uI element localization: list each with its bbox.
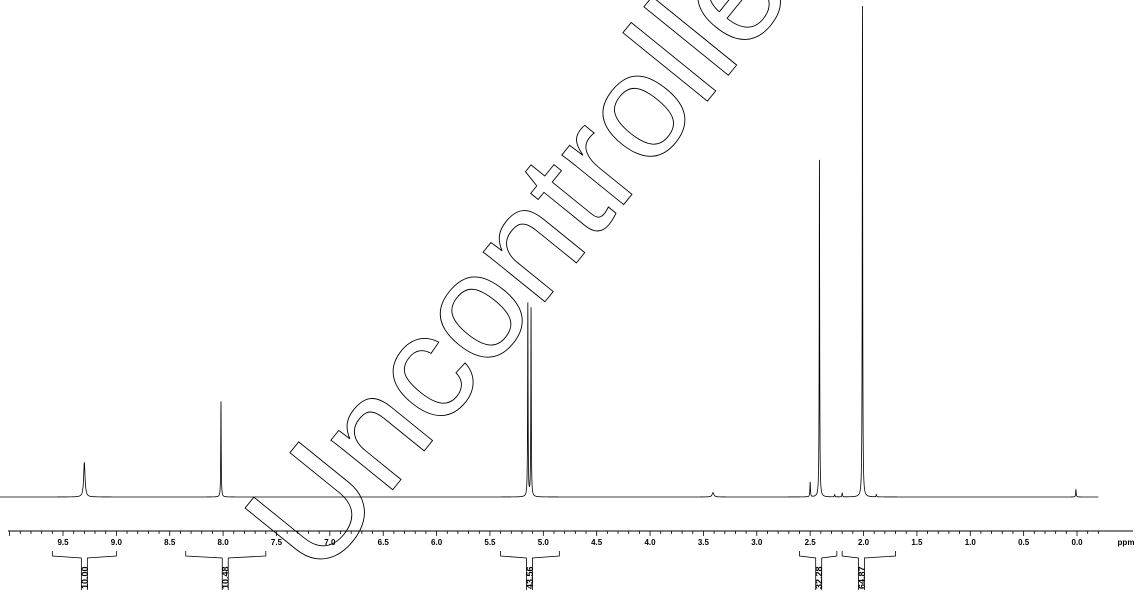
tick-label: 0.5 xyxy=(1018,538,1030,547)
integral-value-label: 64.87 xyxy=(857,566,867,589)
tick-label: 5.0 xyxy=(538,538,550,547)
x-axis-unit-label: ppm xyxy=(1118,538,1135,547)
tick-label: 6.5 xyxy=(378,538,390,547)
tick-label: 0.0 xyxy=(1071,538,1083,547)
integral-bracket xyxy=(841,551,896,590)
tick-label: 7.0 xyxy=(324,538,336,547)
tick-label: 7.5 xyxy=(271,538,283,547)
integral-value-label: 10.48 xyxy=(221,566,231,589)
tick-label: 8.5 xyxy=(164,538,176,547)
integral-bracket xyxy=(799,551,838,590)
integral-value-label: 10.00 xyxy=(80,566,90,589)
tick-label: 3.5 xyxy=(698,538,710,547)
watermark-text: Uncontrolled xyxy=(212,0,873,593)
tick-label: 9.0 xyxy=(111,538,123,547)
tick-label: 3.0 xyxy=(751,538,763,547)
integral-regions: 10.00 10.48 43.56 32.28 64.87 xyxy=(51,551,896,590)
integral-region: 32.28 xyxy=(799,551,838,590)
spectrum-trace xyxy=(0,5,1099,498)
tick-label: 8.0 xyxy=(218,538,230,547)
tick-label: 1.0 xyxy=(965,538,977,547)
integral-bracket xyxy=(185,551,267,590)
tick-label: 9.5 xyxy=(57,538,69,547)
integral-bracket xyxy=(51,551,117,590)
x-axis: 9.5 9.0 8.5 8.0 7.5 7.0 6.5 6.0 5.5 5.0 4.5 4.0 3.5 3… xyxy=(8,530,1135,547)
integral-region: 64.87 xyxy=(841,551,896,590)
tick-label: 6.0 xyxy=(431,538,443,547)
integral-value-label: 32.28 xyxy=(814,566,824,589)
integral-region: 10.00 xyxy=(51,551,117,590)
tick-label: 4.5 xyxy=(591,538,603,547)
integral-region: 43.56 xyxy=(500,551,560,590)
integral-value-label: 43.56 xyxy=(525,566,535,589)
tick-label: 2.0 xyxy=(858,538,870,547)
integral-bracket xyxy=(500,551,560,590)
tick-label: 1.5 xyxy=(911,538,923,547)
tick-label: 5.5 xyxy=(484,538,496,547)
integral-region: 10.48 xyxy=(185,551,267,590)
spectrum-layer xyxy=(0,5,1099,498)
watermark: Uncontrolled xyxy=(212,0,873,593)
tick-label: 4.0 xyxy=(644,538,656,547)
tick-label: 2.5 xyxy=(805,538,817,547)
